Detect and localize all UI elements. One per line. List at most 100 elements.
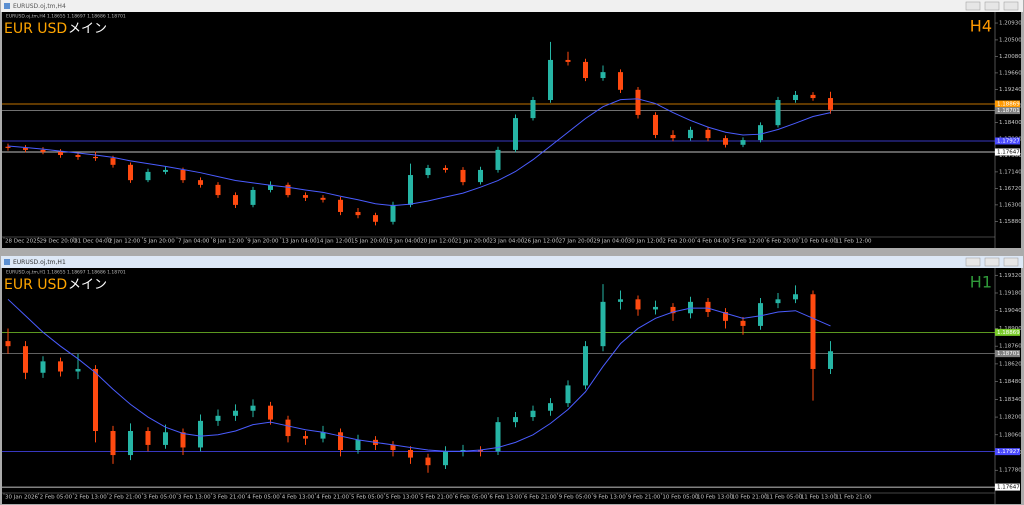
candle-body	[583, 346, 588, 386]
y-tick-label: 1.19660	[999, 70, 1022, 76]
candle-body	[373, 215, 378, 222]
x-tick-label: 29 Dec 20:00	[40, 239, 77, 245]
x-tick-label: 9 Feb 05:00	[559, 495, 592, 501]
minimize-button[interactable]	[965, 1, 981, 11]
x-tick-label: 4 Feb 13:00	[282, 495, 315, 501]
price-level-label: 1.18869	[997, 330, 1020, 336]
y-tick-label: 1.17140	[999, 169, 1022, 175]
window-icon	[4, 259, 10, 265]
x-tick-label: 29 Jan 04:00	[593, 239, 628, 245]
candle-body	[320, 432, 326, 439]
candle-body	[163, 432, 168, 445]
candle-body	[285, 184, 291, 196]
candle-body	[303, 436, 308, 439]
symbol-caption: メイン	[68, 278, 107, 293]
candle-body	[5, 146, 11, 148]
x-tick-label: 3 Feb 05:00	[143, 495, 176, 501]
x-tick-label: 7 Jan 04:00	[178, 239, 210, 245]
price-level-label: 1.18701	[997, 108, 1020, 114]
candle-body	[828, 351, 833, 369]
candle-body	[548, 403, 553, 411]
window-icon	[4, 3, 10, 9]
candle-body	[408, 449, 413, 458]
y-tick-label: 1.17780	[999, 468, 1022, 474]
candle-body	[530, 100, 536, 119]
x-tick-label: 21 Jan 20:00	[455, 239, 490, 245]
x-tick-label: 2 Feb 20:00	[662, 239, 695, 245]
candle-body	[145, 171, 151, 181]
restore-button[interactable]	[984, 257, 1000, 267]
candle-body	[513, 118, 518, 150]
candle-body	[75, 368, 81, 372]
chart-area	[2, 12, 1021, 248]
x-tick-label: 31 Dec 04:00	[74, 239, 111, 245]
x-tick-label: 3 Feb 21:00	[213, 495, 246, 501]
y-tick-label: 1.15880	[999, 219, 1022, 225]
price-level-label: 1.18869	[997, 101, 1020, 107]
chart-area	[2, 268, 1021, 504]
symbol-label: EUR USD	[4, 277, 67, 293]
candle-body	[740, 140, 746, 145]
candle-body	[723, 138, 728, 145]
candle-body	[775, 299, 781, 304]
x-tick-label: 9 Feb 13:00	[593, 495, 626, 501]
x-tick-label: 13 Jan 04:00	[282, 239, 317, 245]
candle-body	[93, 368, 98, 431]
title-bar	[1, 0, 1023, 12]
window-title: EURUSD.oj,tm,H1	[13, 259, 66, 266]
candle-body	[600, 301, 606, 347]
price-level-tag	[995, 448, 1020, 456]
price-level-label: 1.18701	[997, 351, 1020, 357]
candle-body	[443, 167, 448, 170]
y-tick-label: 1.19180	[999, 290, 1022, 296]
minimize-button[interactable]	[965, 257, 981, 267]
candle-body	[723, 311, 728, 321]
x-tick-label: 8 Jan 12:00	[213, 239, 245, 245]
window-title: EURUSD.oj,tm,H4	[13, 3, 66, 10]
chart-info: EURUSD.oj,tm,H4 1.18655 1.18697 1.18686 …	[6, 14, 126, 20]
close-button[interactable]	[1003, 257, 1019, 267]
price-level-tag	[995, 107, 1020, 115]
window-h1: EURUSD.oj,tm,H1 EURUSD.oj,tm,H1 1.18655 …	[1, 256, 1023, 504]
x-tick-label: 2 Feb 21:00	[109, 495, 142, 501]
candle-body	[618, 299, 623, 302]
x-tick-label: 2 Jan 12:00	[109, 239, 141, 245]
y-tick-label: 1.18480	[999, 379, 1022, 385]
candle-body	[635, 89, 641, 115]
candle-body	[198, 180, 203, 185]
x-tick-label: 23 Jan 04:00	[489, 239, 524, 245]
candle-body	[828, 98, 833, 110]
candle-body	[478, 169, 483, 183]
x-tick-label: 9 Feb 21:00	[628, 495, 661, 501]
candle-body	[653, 114, 658, 135]
restore-button[interactable]	[984, 1, 1000, 11]
candle-body	[268, 405, 273, 420]
y-tick-label: 1.20080	[999, 54, 1022, 60]
x-tick-label: 4 Feb 05:00	[247, 495, 280, 501]
candle-body	[233, 195, 238, 205]
y-tick-label: 1.20500	[999, 37, 1022, 43]
price-level-tag	[995, 483, 1020, 491]
close-button[interactable]	[1003, 1, 1019, 11]
x-tick-label: 20 Jan 12:00	[420, 239, 455, 245]
candle-body	[285, 419, 291, 437]
candle-body	[5, 341, 11, 347]
candle-body	[163, 169, 168, 172]
x-tick-label: 5 Jan 20:00	[143, 239, 175, 245]
candle-body	[810, 94, 816, 99]
y-tick-label: 1.16720	[999, 186, 1022, 192]
x-tick-label: 2 Feb 05:00	[40, 495, 73, 501]
candle-body	[653, 306, 658, 310]
candle-body	[425, 167, 431, 176]
candle-body	[705, 129, 711, 139]
candle-body	[75, 155, 81, 157]
candle-body	[425, 457, 431, 466]
y-tick-label: 1.20930	[999, 21, 1022, 27]
x-tick-label: 11 Feb 21:00	[835, 495, 872, 501]
candle-body	[758, 125, 763, 141]
candle-body	[408, 175, 413, 205]
x-tick-label: 5 Feb 13:00	[386, 495, 419, 501]
candle-body	[705, 301, 711, 312]
candle-body	[460, 449, 466, 452]
candle-body	[303, 195, 308, 198]
